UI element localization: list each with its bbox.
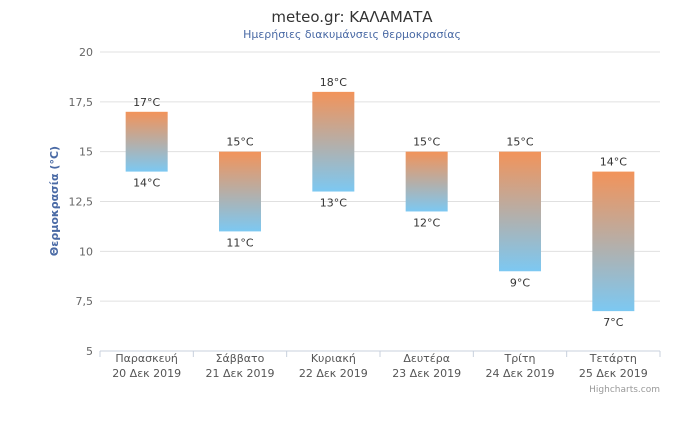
x-axis: Παρασκευή 20 Δεκ 2019 Σάββατο 21 Δεκ 2019 Κυ… <box>99 350 661 380</box>
range-bar[interactable] <box>219 151 261 232</box>
y-tick-label: 17,5 <box>69 96 94 109</box>
x-tick-label-date: 25 Δεκ 2019 <box>579 367 648 380</box>
x-tick-label-day: Σάββατο <box>216 352 265 365</box>
chart-title: meteo.gr: ΚΑΛΑΜΑΤΑ <box>271 8 433 26</box>
high-label: 15°C <box>226 136 253 149</box>
range-bar[interactable] <box>499 151 541 272</box>
low-label: 7°C <box>603 316 623 329</box>
low-label: 14°C <box>133 177 160 190</box>
data-labels: 17°C 14°C 15°C 11°C 18°C 13°C 15°C 12°C 15°C 9°C 1… <box>133 76 627 329</box>
x-tick-label-date: 20 Δεκ 2019 <box>112 367 181 380</box>
chart-subtitle: Ημερήσιες διακυμάνσεις θερμοκρασίας <box>243 28 461 41</box>
x-tick-label-date: 23 Δεκ 2019 <box>392 367 461 380</box>
range-bar[interactable] <box>592 171 635 312</box>
y-tick-label: 5 <box>86 345 93 358</box>
high-label: 17°C <box>133 96 160 109</box>
y-tick-label: 15 <box>79 146 93 159</box>
range-bar[interactable] <box>405 151 448 212</box>
y-axis-ticks: 5 7,5 10 12,5 15 17,5 20 <box>69 46 94 358</box>
x-tick-label-day: Τετάρτη <box>589 352 637 365</box>
x-tick-label-date: 22 Δεκ 2019 <box>299 367 368 380</box>
low-label: 9°C <box>510 276 530 289</box>
x-tick-label-date: 21 Δεκ 2019 <box>206 367 275 380</box>
credits-link[interactable]: Highcharts.com <box>589 385 660 395</box>
y-axis-title: Θερμοκρασία (°C) <box>48 146 61 256</box>
x-tick-label-day: Τρίτη <box>503 352 535 365</box>
x-tick-label-day: Δευτέρα <box>403 352 450 365</box>
high-label: 15°C <box>413 136 440 149</box>
high-label: 15°C <box>506 136 533 149</box>
high-label: 14°C <box>600 156 627 169</box>
y-tick-label: 20 <box>79 46 93 59</box>
low-label: 12°C <box>413 216 440 229</box>
gridlines <box>100 51 660 302</box>
bars <box>125 91 635 312</box>
range-bar[interactable] <box>125 111 168 172</box>
y-tick-label: 12,5 <box>69 196 94 209</box>
y-tick-label: 10 <box>79 245 93 258</box>
low-label: 11°C <box>226 236 253 249</box>
x-tick-label-day: Κυριακή <box>311 352 356 365</box>
x-tick-label-day: Παρασκευή <box>115 352 178 365</box>
low-label: 13°C <box>320 197 347 210</box>
x-tick-label-date: 24 Δεκ 2019 <box>486 367 555 380</box>
range-bar[interactable] <box>312 91 355 192</box>
high-label: 18°C <box>320 76 347 89</box>
y-tick-label: 7,5 <box>76 295 94 308</box>
